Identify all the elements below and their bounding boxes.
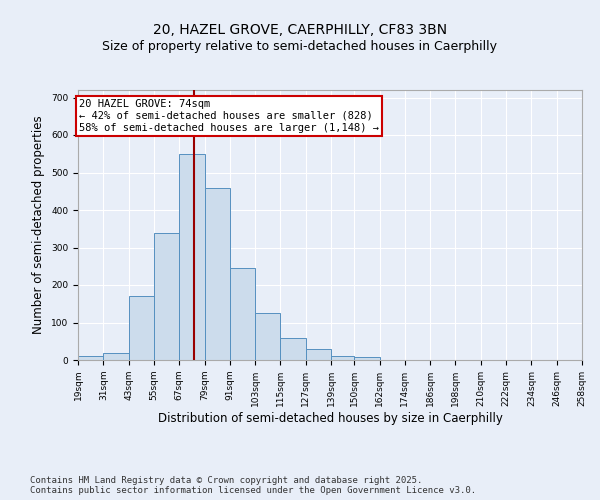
- X-axis label: Distribution of semi-detached houses by size in Caerphilly: Distribution of semi-detached houses by …: [158, 412, 502, 424]
- Bar: [205, 188, 230, 360]
- Text: 20, HAZEL GROVE, CAERPHILLY, CF83 3BN: 20, HAZEL GROVE, CAERPHILLY, CF83 3BN: [153, 22, 447, 36]
- Bar: [179, 154, 205, 360]
- Bar: [230, 268, 255, 360]
- Bar: [154, 232, 179, 360]
- Bar: [354, 357, 380, 360]
- Text: Contains HM Land Registry data © Crown copyright and database right 2025.
Contai: Contains HM Land Registry data © Crown c…: [30, 476, 476, 495]
- Y-axis label: Number of semi-detached properties: Number of semi-detached properties: [32, 116, 46, 334]
- Bar: [78, 356, 103, 360]
- Bar: [280, 338, 306, 360]
- Bar: [331, 356, 354, 360]
- Bar: [306, 349, 331, 360]
- Text: 20 HAZEL GROVE: 74sqm
← 42% of semi-detached houses are smaller (828)
58% of sem: 20 HAZEL GROVE: 74sqm ← 42% of semi-deta…: [79, 100, 379, 132]
- Bar: [255, 313, 280, 360]
- Text: Size of property relative to semi-detached houses in Caerphilly: Size of property relative to semi-detach…: [103, 40, 497, 53]
- Bar: [103, 352, 128, 360]
- Bar: [128, 296, 154, 360]
